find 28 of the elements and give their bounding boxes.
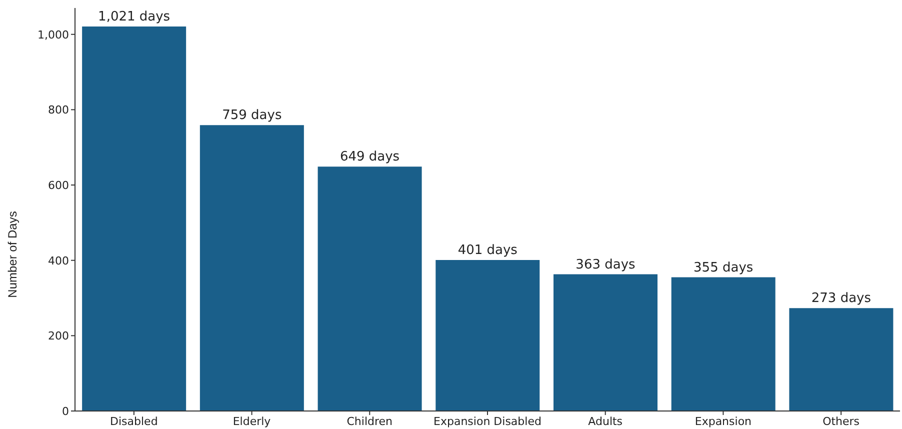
x-tick-label: Children	[346, 414, 393, 428]
y-tick-label: 600	[48, 178, 69, 192]
data-label: 355 days	[694, 260, 754, 276]
data-label: 759 days	[222, 108, 282, 124]
y-tick-label: 400	[48, 254, 69, 268]
x-tick-label: Expansion Disabled	[434, 414, 542, 428]
x-tick-label: Expansion	[694, 414, 752, 428]
y-axis-title: Number of Days	[5, 211, 20, 298]
data-label: 649 days	[340, 150, 400, 165]
bar	[318, 166, 422, 411]
x-tick-label: Adults	[588, 414, 623, 428]
bar	[671, 277, 776, 411]
x-tick-label: Elderly	[232, 414, 272, 428]
bar	[82, 26, 186, 411]
data-label: 273 days	[811, 291, 872, 306]
bar	[436, 260, 540, 411]
data-label: 1,021 days	[98, 9, 170, 24]
x-tick-label: Disabled	[110, 414, 158, 428]
bar	[789, 308, 894, 411]
bar	[554, 274, 658, 411]
y-tick-label: 1,000	[38, 28, 69, 42]
y-tick-label: 800	[48, 104, 69, 117]
y-tick-label: 0	[62, 404, 69, 418]
data-label: 363 days	[576, 257, 636, 272]
x-tick-label: Others	[822, 414, 860, 428]
bar	[200, 125, 304, 411]
y-tick-label: 200	[48, 330, 69, 343]
data-label: 401 days	[458, 242, 518, 258]
